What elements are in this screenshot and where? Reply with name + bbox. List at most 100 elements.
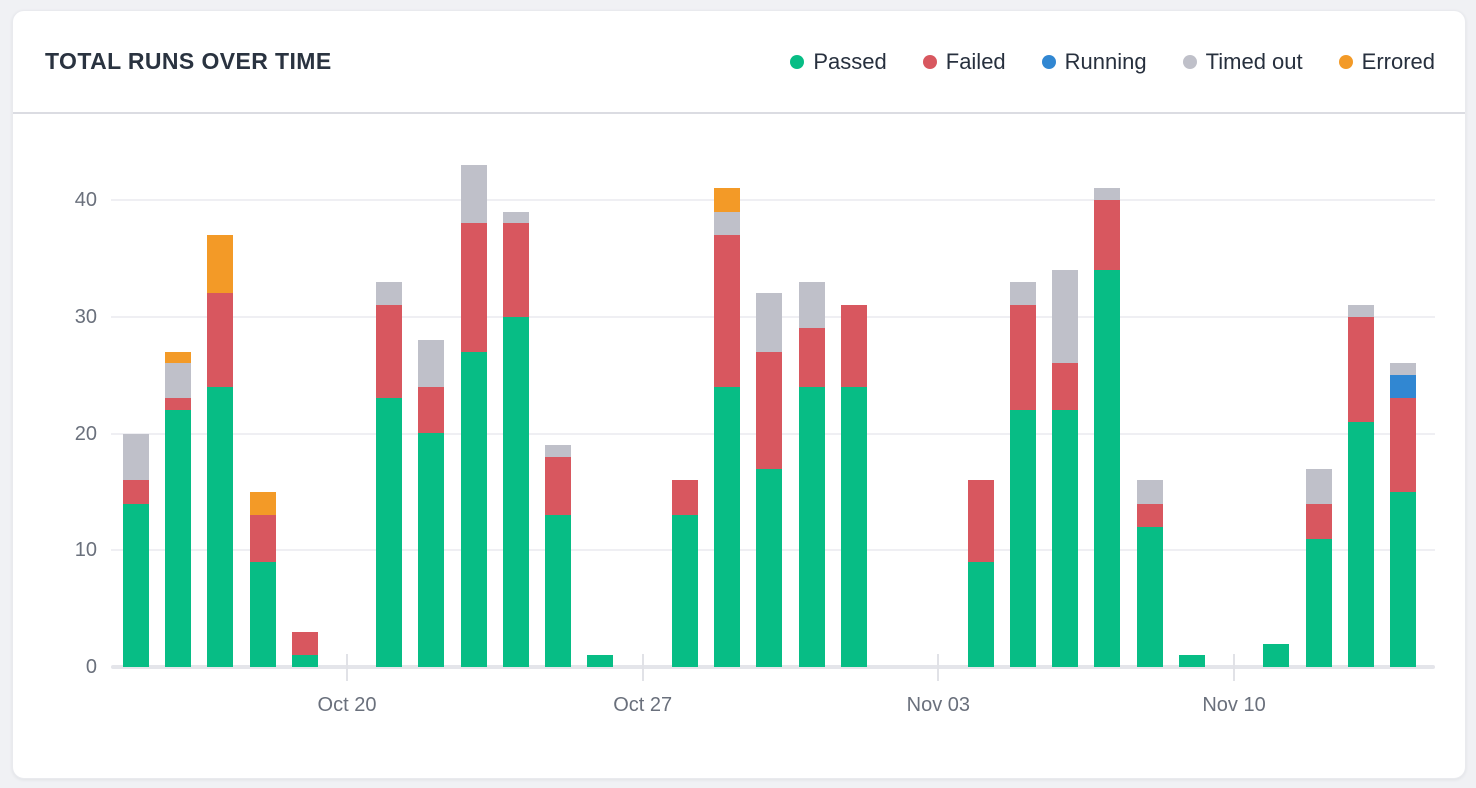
y-axis-label-0: 0 <box>85 656 97 678</box>
bar-segment-passed <box>418 433 445 667</box>
bar-segment-failed <box>249 515 276 562</box>
bar-segment-passed <box>1390 491 1416 667</box>
bar-oct-16[interactable] <box>165 351 192 667</box>
bar-oct-21[interactable] <box>376 281 403 667</box>
bar-segment-failed <box>460 223 487 352</box>
bar-segment-failed <box>1347 316 1374 422</box>
bar-segment-failed <box>1136 503 1163 527</box>
bar-segment-failed <box>967 480 994 562</box>
legend-dot-passed <box>790 54 805 69</box>
x-tick-mark <box>346 654 348 681</box>
legend-item-failed[interactable]: Failed <box>922 48 1006 75</box>
bar-segment-passed <box>1305 538 1332 667</box>
bar-oct-28[interactable] <box>671 480 698 667</box>
bar-oct-26[interactable] <box>587 655 614 667</box>
bar-segment-failed <box>840 305 867 387</box>
y-axis-label-20: 20 <box>74 422 97 445</box>
bar-segment-timed_out <box>418 340 445 387</box>
bar-nov-11[interactable] <box>1263 643 1290 667</box>
bar-nov-07[interactable] <box>1094 188 1121 667</box>
bar-segment-errored <box>207 235 234 294</box>
bar-segment-passed <box>1263 643 1290 667</box>
x-tick-mark <box>1233 654 1236 681</box>
bar-segment-failed <box>1009 305 1036 411</box>
bar-segment-failed <box>671 480 698 516</box>
bar-oct-22[interactable] <box>418 340 445 667</box>
bar-oct-19[interactable] <box>291 631 318 667</box>
bar-oct-17[interactable] <box>207 235 234 667</box>
bar-segment-errored <box>249 491 276 516</box>
bar-nov-13[interactable] <box>1347 305 1374 667</box>
bar-oct-31[interactable] <box>798 281 825 667</box>
bar-segment-passed <box>798 386 825 667</box>
bar-segment-timed_out <box>376 281 403 306</box>
legend-item-errored[interactable]: Errored <box>1338 48 1435 75</box>
bar-segment-failed <box>502 223 529 317</box>
bar-oct-15[interactable] <box>122 433 149 668</box>
bar-segment-failed <box>122 480 149 504</box>
x-axis-label: Nov 03 <box>906 694 971 716</box>
legend-dot-failed <box>922 54 937 69</box>
bar-segment-passed <box>1094 270 1121 667</box>
bar-segment-timed_out <box>756 293 783 352</box>
legend-label: Errored <box>1361 48 1435 74</box>
bar-segment-timed_out <box>502 211 529 224</box>
bar-segment-passed <box>671 515 698 667</box>
legend-dot-running <box>1041 54 1056 69</box>
bar-nov-01[interactable] <box>840 305 867 667</box>
bar-segment-timed_out <box>1052 270 1079 364</box>
bar-oct-24[interactable] <box>502 211 529 667</box>
bar-segment-passed <box>840 386 867 667</box>
bar-segment-timed_out <box>165 363 192 399</box>
bar-nov-12[interactable] <box>1305 468 1332 667</box>
y-axis-label-30: 30 <box>74 305 97 328</box>
bar-nov-06[interactable] <box>1052 270 1079 667</box>
bar-segment-timed_out <box>1347 305 1374 317</box>
bar-segment-passed <box>376 398 403 667</box>
x-tick-mark <box>937 654 940 681</box>
legend-item-timed_out[interactable]: Timed out <box>1182 49 1303 75</box>
bar-segment-passed <box>967 561 994 667</box>
bar-nov-04[interactable] <box>967 480 994 667</box>
bar-segment-passed <box>587 655 614 667</box>
bar-segment-failed <box>376 305 403 399</box>
bar-segment-passed <box>714 386 741 667</box>
bar-segment-passed <box>165 410 192 667</box>
bar-oct-25[interactable] <box>545 445 572 667</box>
legend-dot-errored <box>1338 54 1353 69</box>
bar-segment-passed <box>1178 655 1205 667</box>
bar-segment-running <box>1390 375 1416 399</box>
stacked-bar-chart: 0 10 20 30 40 Oct 20 Oct 27 Nov 03 Nov 10 <box>13 11 1465 778</box>
bar-segment-passed <box>756 468 783 667</box>
bar-nov-14[interactable] <box>1390 363 1416 667</box>
bar-segment-errored <box>714 188 741 212</box>
bar-segment-passed <box>502 316 529 667</box>
bar-oct-29[interactable] <box>714 188 741 667</box>
gridline-y-40 <box>111 199 1435 201</box>
bar-oct-30[interactable] <box>756 293 783 667</box>
legend-item-passed[interactable]: Passed <box>790 49 887 75</box>
bar-nov-08[interactable] <box>1136 480 1163 667</box>
bar-segment-timed_out <box>1094 188 1121 200</box>
legend-dot-timed_out <box>1182 54 1197 69</box>
total-runs-card: TOTAL RUNS OVER TIME Passed Failed Running… <box>12 10 1466 779</box>
bar-segment-timed_out <box>798 281 825 329</box>
bar-segment-passed <box>1136 526 1163 667</box>
bar-segment-timed_out <box>1009 281 1036 306</box>
x-axis-label: Nov 10 <box>1202 694 1266 716</box>
bar-nov-09[interactable] <box>1178 655 1205 667</box>
bar-oct-18[interactable] <box>249 491 276 667</box>
legend-label: Failed <box>945 48 1006 74</box>
bar-segment-failed <box>418 386 445 434</box>
legend-label: Running <box>1064 48 1147 74</box>
bar-segment-passed <box>249 561 276 667</box>
bar-oct-23[interactable] <box>460 164 487 667</box>
bar-segment-errored <box>165 351 192 364</box>
x-axis-label: Oct 20 <box>317 694 377 716</box>
x-axis-line <box>111 665 1435 669</box>
legend-item-running[interactable]: Running <box>1041 48 1147 75</box>
bar-segment-failed <box>291 631 318 656</box>
bar-segment-passed <box>460 351 487 667</box>
bar-nov-05[interactable] <box>1009 281 1036 667</box>
bar-segment-failed <box>756 351 783 469</box>
